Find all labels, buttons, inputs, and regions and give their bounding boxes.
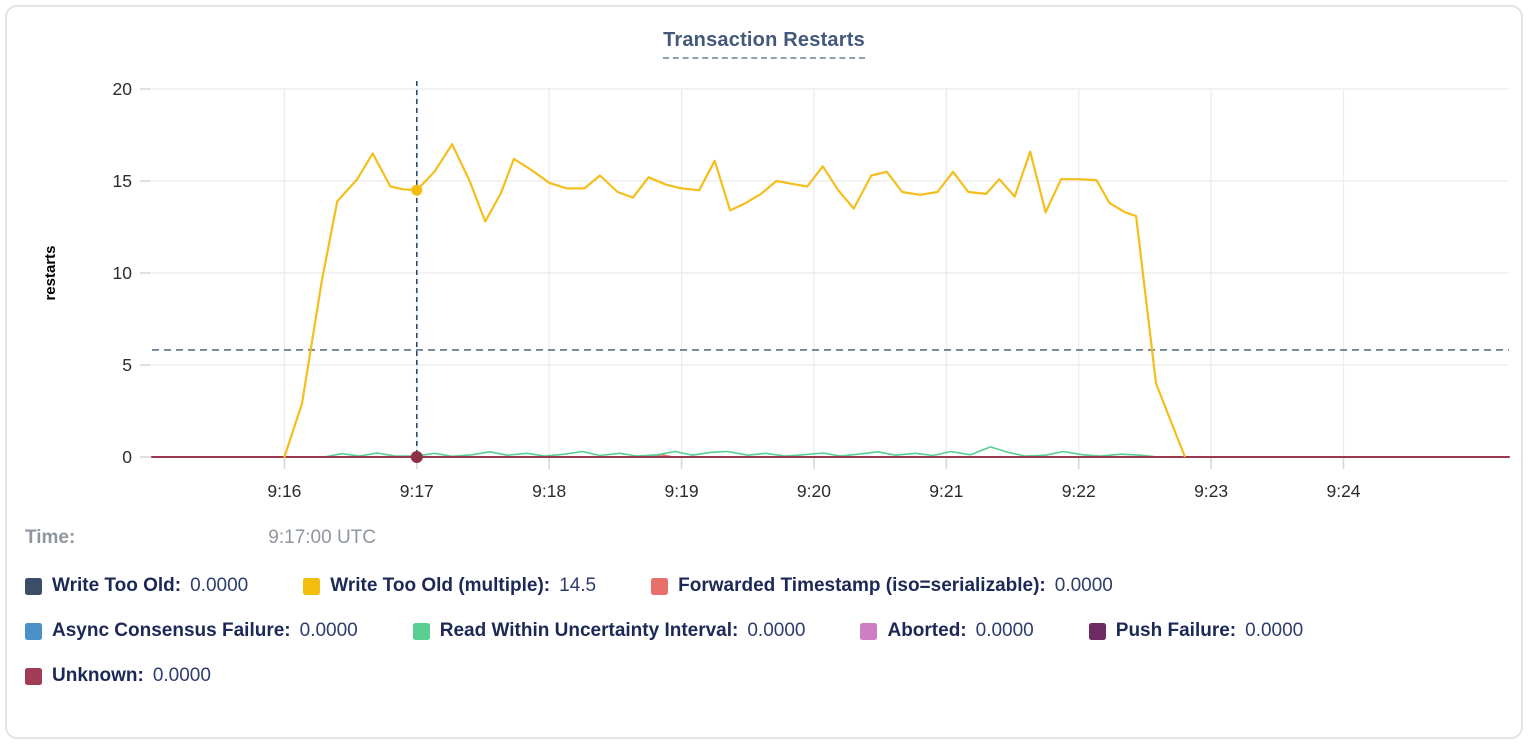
legend-item-unknown: Unknown: 0.0000 (25, 663, 211, 689)
time-value: 9:17:00 UTC (268, 527, 377, 548)
x-tick-label: 9:24 (1326, 481, 1360, 501)
series-color-swatch (303, 577, 321, 595)
series-color-swatch (651, 577, 669, 595)
series-value: 0.0000 (975, 620, 1034, 641)
x-tick-label: 9:22 (1062, 481, 1096, 501)
legend-item-read-within-uncertainty-interval: Read Within Uncertainty Interval: 0.0000 (412, 618, 806, 644)
x-tick-label: 9:19 (665, 481, 699, 501)
series-color-swatch (860, 622, 878, 640)
x-tick-label: 9:21 (929, 481, 963, 501)
series-label: Write Too Old: (52, 575, 182, 596)
hover-tooltip: Time: 9:17:00 UTC Write Too Old: 0.0000 Wr… (7, 527, 1521, 689)
series-color-swatch (1088, 622, 1106, 640)
chart-title[interactable]: Transaction Restarts (663, 29, 865, 59)
x-tick-label: 9:23 (1194, 481, 1228, 501)
x-tick-label: 9:16 (267, 481, 301, 501)
series-color-swatch (25, 622, 42, 640)
chart-header: Transaction Restarts (7, 29, 1521, 67)
series-value: 0.0000 (1245, 620, 1304, 641)
x-tick-label: 9:18 (532, 481, 566, 501)
legend-item-async-consensus-failure: Async Consensus Failure: 0.0000 (25, 618, 358, 644)
hover-dot-write-too-old-multiple (411, 184, 423, 196)
legend-item-push-failure: Push Failure: 0.0000 (1088, 618, 1304, 644)
series-label: Forwarded Timestamp (iso=serializable): (678, 575, 1046, 596)
time-row: Time: 9:17:00 UTC (25, 527, 1521, 549)
series-label: Read Within Uncertainty Interval: (439, 620, 739, 641)
series-value: 0.0000 (1054, 575, 1113, 596)
legend-row: Write Too Old: 0.0000 Write Too Old (multi… (25, 573, 1521, 599)
legend-row: Unknown: 0.0000 (25, 663, 1521, 689)
series-value: 0.0000 (747, 620, 806, 641)
series-value: 0.0000 (190, 575, 249, 596)
hover-dot-unknown (410, 451, 423, 463)
time-label: Time: (25, 527, 76, 548)
legend-item-aborted: Aborted: 0.0000 (860, 618, 1034, 644)
y-tick-label: 5 (122, 355, 132, 375)
y-tick-label: 0 (122, 447, 132, 467)
series-line-write-too-old-multiple (283, 143, 1186, 459)
y-tick-label: 20 (113, 79, 133, 99)
series-label: Write Too Old (multiple): (330, 575, 551, 596)
series-value: 0.0000 (299, 620, 358, 641)
chart-card: Transaction Restarts 0 5 10 15 20 9:16 9:17 9:1… (5, 5, 1523, 739)
x-tick-label: 9:17 (400, 481, 434, 501)
series-value: 0.0000 (152, 665, 211, 686)
y-tick-label: 10 (113, 263, 133, 283)
series-label: Aborted: (887, 620, 967, 641)
series-color-swatch (25, 577, 42, 595)
series-label: Async Consensus Failure: (52, 620, 291, 641)
legend-item-forwarded-timestamp-iso-serializable: Forwarded Timestamp (iso=serializable): 0… (651, 573, 1113, 599)
series-value: 14.5 (559, 575, 597, 596)
legend-row: Async Consensus Failure: 0.0000 Read Withi… (25, 618, 1521, 644)
series-label: Push Failure: (1115, 620, 1237, 641)
y-tick-label: 15 (113, 171, 132, 191)
legend: Write Too Old: 0.0000 Write Too Old (multi… (25, 573, 1521, 689)
y-axis-label: restarts (42, 245, 59, 300)
x-tick-label: 9:20 (797, 481, 831, 501)
series-line-read-within-uncertainty-interval (323, 446, 1159, 458)
transaction-restarts-chart[interactable]: 0 5 10 15 20 9:16 9:17 9:18 9:19 9:20 9:21 9:22 9:23… (7, 67, 1528, 507)
legend-item-write-too-old: Write Too Old: 0.0000 (25, 573, 248, 599)
series-color-swatch (25, 667, 42, 685)
series-color-swatch (412, 622, 430, 640)
series-label: Unknown: (52, 665, 144, 686)
legend-item-write-too-old-multiple: Write Too Old (multiple): 14.5 (303, 573, 596, 599)
